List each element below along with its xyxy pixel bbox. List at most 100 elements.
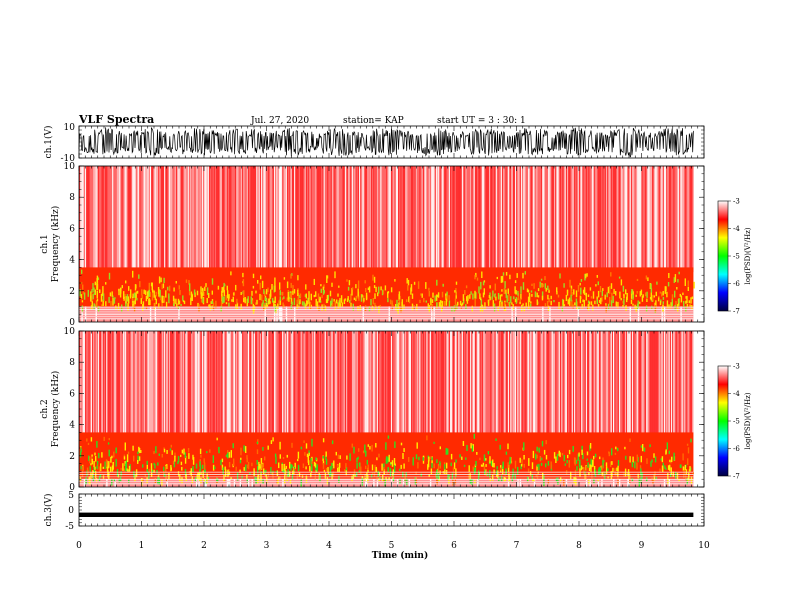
spectrum-speckle xyxy=(563,454,565,462)
spectrum-speckle xyxy=(87,442,90,445)
spectrum-speckle xyxy=(585,292,587,301)
spectrum-column xyxy=(399,166,401,273)
spectrum-speckle xyxy=(283,468,285,473)
spectrum-speckle xyxy=(173,287,175,292)
spectrum-speckle xyxy=(367,467,369,473)
spectrum-speckle xyxy=(388,454,390,462)
spectrum-speckle xyxy=(636,278,639,281)
spectrum-speckle xyxy=(102,286,104,294)
spectrum-column xyxy=(128,331,130,438)
spectrum-speckle xyxy=(281,462,283,465)
spectrum-speckle xyxy=(114,297,116,300)
spectrum-speckle xyxy=(113,298,116,304)
x-tick-label: 1 xyxy=(139,541,145,551)
spectrum-speckle xyxy=(107,469,109,478)
spectrum-speckle xyxy=(256,449,259,455)
spectrum-column xyxy=(283,166,285,273)
spectrum-speckle xyxy=(353,297,356,300)
spectrum-column xyxy=(142,331,145,438)
spectrum-speckle xyxy=(589,287,592,291)
spectrum-column xyxy=(488,331,491,438)
spectrum-speckle xyxy=(541,295,544,301)
spectrum-speckle xyxy=(178,474,180,477)
spectrum-column xyxy=(491,166,493,273)
spectrum-column xyxy=(370,331,373,438)
spectrum-speckle xyxy=(331,440,334,445)
spectrum-speckle xyxy=(272,472,274,479)
spectrum-speckle xyxy=(331,298,333,304)
spectrum-speckle xyxy=(574,469,577,478)
spectrum-speckle xyxy=(99,474,102,478)
spectrum-column xyxy=(184,331,186,438)
spectrum-speckle xyxy=(137,455,139,462)
spectrum-speckle xyxy=(580,287,582,295)
spectrum-speckle xyxy=(499,301,501,307)
spectrum-speckle xyxy=(444,301,446,306)
spectrum-column xyxy=(563,331,565,438)
spectrum-column xyxy=(609,166,611,273)
spectrum-speckle xyxy=(155,446,157,454)
spectrum-column xyxy=(165,166,167,273)
spectrum-column xyxy=(325,331,328,438)
spectrum-speckle xyxy=(661,292,663,297)
spectrum-speckle xyxy=(283,296,285,300)
spectrum-column xyxy=(97,331,100,438)
spectrum-speckle xyxy=(206,473,208,479)
spectrum-speckle xyxy=(347,286,350,291)
spectrum-column xyxy=(505,166,507,273)
spectrum-speckle xyxy=(235,466,237,471)
spectrum-column xyxy=(190,331,192,438)
spectrum-column xyxy=(336,331,338,438)
spectrum-column xyxy=(99,331,101,438)
spectrum-speckle xyxy=(335,451,337,456)
spectrum-speckle xyxy=(198,304,200,313)
spectrum-column xyxy=(386,331,388,438)
spectrum-speckle xyxy=(310,458,312,465)
spectrum-speckle xyxy=(540,462,543,466)
spectrum-column xyxy=(344,331,347,438)
spectrum-column xyxy=(381,331,383,438)
spectrum-column xyxy=(343,166,346,273)
spectrum-column xyxy=(685,166,687,273)
spectrum-speckle xyxy=(404,474,406,481)
spectrum-speckle xyxy=(632,294,634,300)
spectrum-speckle xyxy=(209,306,212,311)
spectrum-column xyxy=(171,331,173,438)
spectrum-speckle xyxy=(687,447,690,454)
spectrum-column xyxy=(627,166,629,273)
spectrum-column xyxy=(679,331,681,438)
spectrum-speckle xyxy=(536,465,538,471)
spectrum-speckle xyxy=(123,468,125,472)
spectrum-speckle xyxy=(436,469,438,474)
spectrum-column xyxy=(201,166,204,273)
spectrum-speckle xyxy=(145,306,148,310)
spectrum-speckle xyxy=(233,458,235,466)
spectrum-speckle xyxy=(111,455,113,459)
spectrum-speckle xyxy=(202,288,204,296)
spectrum-speckle xyxy=(558,450,560,454)
spectrum-column xyxy=(268,166,270,273)
spectrum-column xyxy=(460,331,462,438)
spectrum-column xyxy=(175,166,178,273)
spectrum-column xyxy=(425,166,427,273)
spectrum-speckle xyxy=(86,438,88,442)
spectrum-column xyxy=(673,166,675,273)
spectrum-speckle xyxy=(92,293,94,300)
spectrum-column xyxy=(626,166,628,273)
spectrum-column xyxy=(481,331,484,438)
spectrum-column xyxy=(309,331,311,438)
spectrum-speckle xyxy=(313,278,315,285)
spectrum-column xyxy=(433,331,435,438)
spectrum-column xyxy=(310,166,312,273)
spectrum-speckle xyxy=(583,467,585,475)
spectrum-speckle xyxy=(211,300,213,304)
spectrum-speckle xyxy=(371,305,374,311)
x-tick-label: 0 xyxy=(76,541,82,551)
spectrum-speckle xyxy=(579,282,581,286)
spectrum-gap xyxy=(542,166,544,322)
ch1-frequency-label: Frequency (kHz) xyxy=(50,206,61,283)
spectrum-column xyxy=(363,331,366,438)
spectrum-speckle xyxy=(252,285,255,289)
spectrum-speckle xyxy=(126,468,128,471)
spectrum-column xyxy=(507,166,510,273)
